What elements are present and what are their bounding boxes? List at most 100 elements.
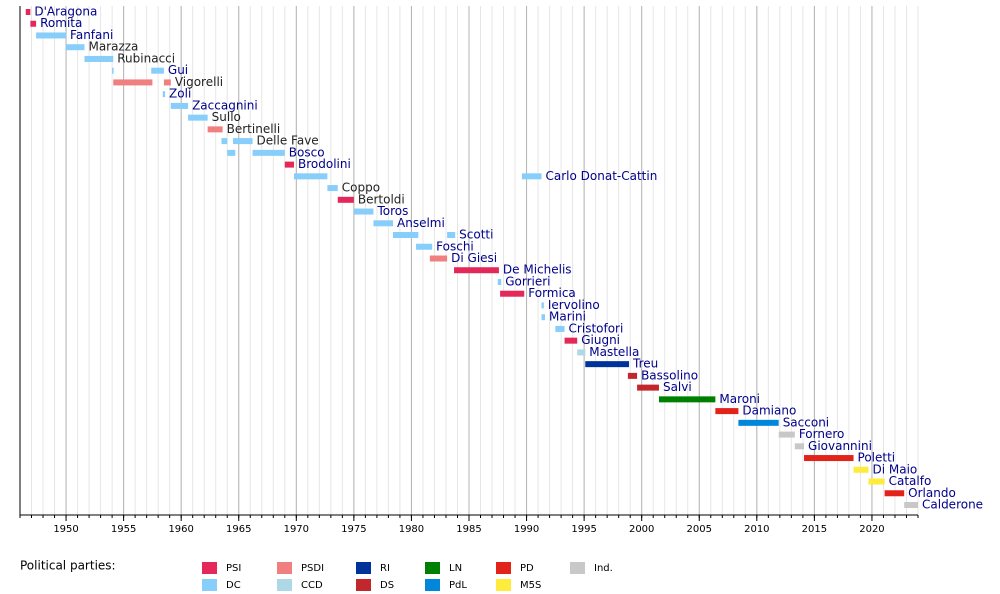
term-bar [658, 396, 716, 403]
x-tick-label: 2000 [629, 524, 654, 535]
x-tick-label: 1975 [341, 524, 366, 535]
x-tick-label: 1960 [168, 524, 193, 535]
x-tick-label: 2005 [687, 524, 712, 535]
x-tick-label: 1950 [53, 524, 78, 535]
term-bar [373, 220, 394, 227]
minister-label: Mastella [589, 345, 639, 359]
legend-label: CCD [301, 580, 323, 591]
term-bar [497, 278, 502, 285]
legend-title: Political parties: [20, 559, 116, 573]
term-bar [66, 44, 85, 51]
minister-label: Bosco [289, 145, 325, 159]
minister-label: Di Giesi [451, 251, 497, 265]
minister-label: Foschi [436, 239, 474, 253]
legend-label: PSI [226, 563, 241, 574]
legend-label: RI [380, 563, 390, 574]
term-bar [170, 102, 189, 109]
x-tick-label: 2015 [802, 524, 827, 535]
legend-label: M5S [520, 580, 541, 591]
legend-swatch [356, 562, 371, 574]
term-bar [637, 384, 659, 391]
minister-label: Rubinacci [117, 51, 175, 65]
term-bar [113, 79, 153, 86]
minister-label: Gorrieri [505, 274, 550, 288]
term-bar [162, 91, 166, 98]
legend-label: LN [449, 563, 462, 574]
minister-label: Poletti [858, 451, 896, 465]
minister-label: Sullo [212, 110, 241, 124]
minister-label: Marazza [88, 40, 138, 54]
minister-label: Treu [632, 357, 658, 371]
minister-label: Giugni [581, 333, 620, 347]
legend-swatch [570, 562, 585, 574]
minister-label: Di Maio [872, 462, 917, 476]
x-tick-label: 1985 [456, 524, 481, 535]
term-bar [884, 490, 905, 497]
x-tick-label: 1980 [399, 524, 424, 535]
term-bar [353, 208, 374, 215]
legend-label: PdL [449, 580, 467, 591]
legend-swatch [496, 562, 511, 574]
x-tick-label: 1995 [571, 524, 596, 535]
legend-swatch [277, 579, 292, 591]
term-bar [227, 149, 236, 156]
term-bar [627, 372, 638, 379]
term-bar [585, 361, 630, 368]
minister-label: Bertinelli [227, 122, 281, 136]
term-bar [541, 314, 545, 321]
term-bar [521, 173, 542, 180]
term-bar [232, 138, 253, 145]
legend-label: DC [226, 580, 241, 591]
term-bar [853, 466, 869, 473]
legend-label: DS [380, 580, 394, 591]
term-bar [416, 243, 433, 250]
minister-label: D'Aragona [34, 5, 97, 19]
minister-label: Toros [376, 204, 408, 218]
minister-label: Brodolini [298, 157, 351, 171]
x-tick-label: 1990 [514, 524, 539, 535]
minister-label: Delle Fave [257, 134, 319, 148]
legend-swatch [425, 579, 440, 591]
term-bar [163, 79, 171, 86]
term-bar [804, 455, 854, 462]
term-bar [221, 138, 228, 145]
legend-swatch [202, 579, 217, 591]
legend-label: Ind. [594, 563, 613, 574]
minister-label: Calderone [922, 498, 983, 512]
minister-label: Anselmi [397, 216, 445, 230]
term-bar [393, 232, 419, 239]
legend-label: PD [520, 563, 534, 574]
minister-label: Giovannini [808, 439, 872, 453]
legend-swatch [356, 579, 371, 591]
minister-label: Marini [549, 310, 586, 324]
term-bar [778, 431, 795, 438]
term-bar [794, 443, 805, 450]
term-bar [284, 161, 295, 168]
legend-swatch [277, 562, 292, 574]
minister-label: Maroni [719, 392, 760, 406]
term-bar [429, 255, 448, 262]
minister-label: Sacconi [783, 415, 829, 429]
term-bar [715, 408, 739, 415]
term-bar [36, 32, 67, 39]
term-bar [327, 185, 338, 192]
minister-label: Catalfo [889, 474, 932, 488]
term-bar [25, 9, 31, 15]
term-bar [541, 302, 544, 309]
minister-label: Cristofori [569, 321, 624, 335]
term-bar [337, 196, 354, 203]
legend-swatch [496, 579, 511, 591]
minister-label: De Michelis [503, 263, 572, 277]
term-bar [112, 67, 114, 74]
x-tick-label: 2010 [744, 524, 769, 535]
term-bar [30, 20, 37, 27]
minister-label: Carlo Donat-Cattin [546, 169, 658, 183]
minister-label: Bassolino [641, 368, 698, 382]
term-bar [252, 149, 285, 156]
minister-label: Iervolino [548, 298, 600, 312]
legend-swatch [425, 562, 440, 574]
term-bar [500, 290, 525, 297]
minister-label: Zaccagnini [192, 98, 258, 112]
x-tick-label: 1955 [111, 524, 136, 535]
